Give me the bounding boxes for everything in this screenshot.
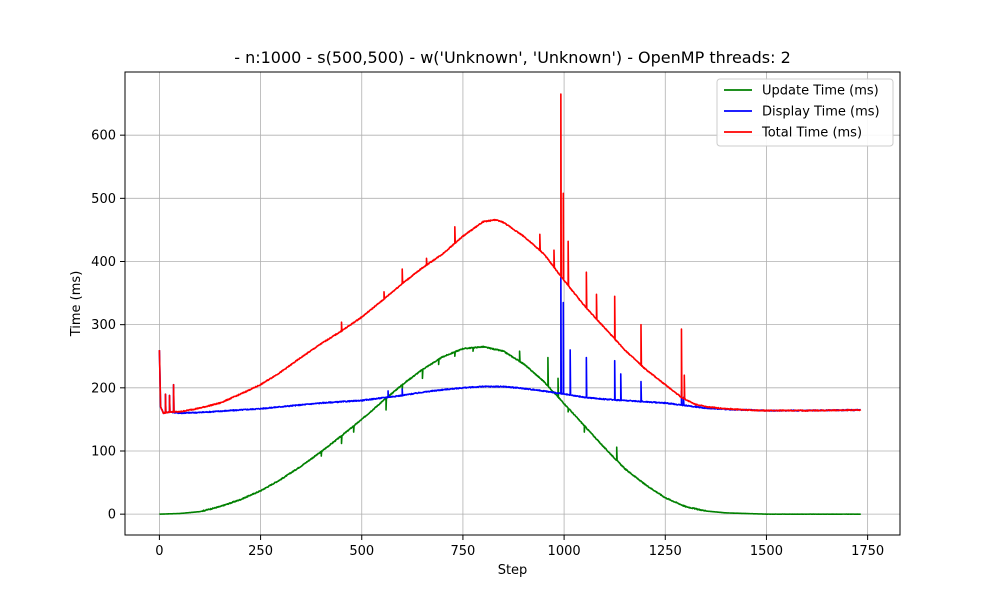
y-tick-label: 300 xyxy=(91,318,116,333)
x-axis-label: Step xyxy=(498,563,528,578)
y-tick-label: 400 xyxy=(91,255,116,270)
series-layer xyxy=(158,93,862,516)
legend-box xyxy=(716,78,894,147)
x-tick-label: 1250 xyxy=(649,544,682,559)
x-tick-label: 0 xyxy=(155,544,163,559)
legend-label: Update Time (ms) xyxy=(762,84,879,99)
chart-title: - n:1000 - s(500,500) - w('Unknown', 'Un… xyxy=(234,48,791,67)
series-line-1 xyxy=(159,345,862,516)
y-tick-label: 600 xyxy=(91,129,116,144)
y-tick-label: 500 xyxy=(91,192,116,207)
x-tick-label: 1000 xyxy=(548,544,581,559)
series-line-3 xyxy=(158,93,862,415)
x-tick-label: 1750 xyxy=(851,544,884,559)
legend-label: Display Time (ms) xyxy=(762,105,880,120)
x-tick-label: 250 xyxy=(248,544,273,559)
x-tick-label: 1500 xyxy=(750,544,783,559)
x-tick-label: 500 xyxy=(349,544,374,559)
x-tick-label: 750 xyxy=(451,544,476,559)
legend: Update Time (ms) Display Time (ms) Total T… xyxy=(716,78,894,147)
plot-area-frame xyxy=(124,71,901,536)
axis-ticks: 0 250 500 750 1000 1250 1500 1750 0 100 200 300 400 5… xyxy=(91,129,884,559)
y-axis-label: Time (ms) xyxy=(69,271,84,338)
y-tick-label: 100 xyxy=(91,444,116,459)
y-tick-label: 200 xyxy=(91,381,116,396)
legend-label: Total Time (ms) xyxy=(761,126,862,141)
y-tick-label: 0 xyxy=(108,508,116,523)
